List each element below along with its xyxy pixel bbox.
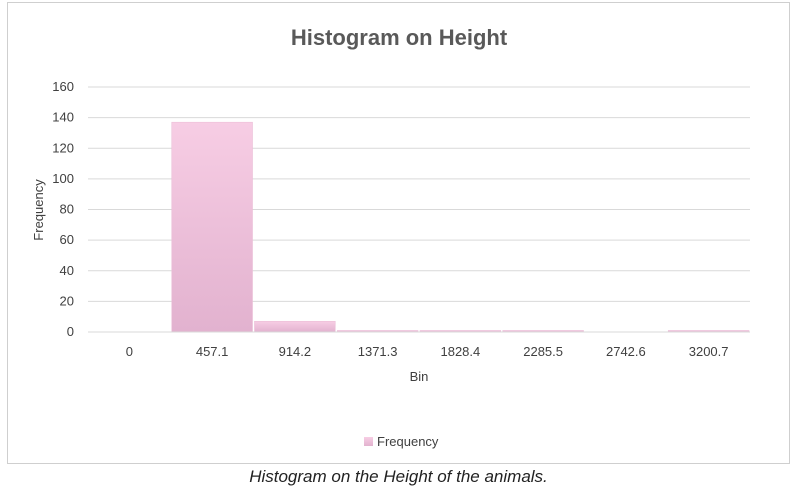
y-tick-label: 120 xyxy=(52,140,74,155)
x-tick-label: 3200.7 xyxy=(689,344,729,359)
bar-457.1 xyxy=(171,121,253,333)
y-tick-label: 0 xyxy=(67,324,74,339)
y-tick-label: 140 xyxy=(52,110,74,125)
y-tick-label: 100 xyxy=(52,171,74,186)
chart-title: Histogram on Height xyxy=(291,25,508,50)
x-tick-label: 1828.4 xyxy=(440,344,480,359)
y-tick-label: 80 xyxy=(60,202,74,217)
y-tick-label: 40 xyxy=(60,263,74,278)
bar-914.2 xyxy=(254,320,336,333)
y-tick-label: 20 xyxy=(60,293,74,308)
histogram-chart: Histogram on Height 0 20 40 60 80 100 120 140 16… xyxy=(31,25,750,449)
legend: Frequency xyxy=(364,434,439,449)
legend-swatch xyxy=(364,437,373,446)
bars xyxy=(171,121,750,333)
x-tick-label: 2742.6 xyxy=(606,344,646,359)
x-axis-ticks: 0 457.1 914.2 1371.3 1828.4 2285.5 2742.6 3200.… xyxy=(126,344,729,359)
x-tick-label: 457.1 xyxy=(196,344,229,359)
y-axis-ticks: 0 20 40 60 80 100 120 140 160 xyxy=(52,79,74,339)
x-tick-label: 0 xyxy=(126,344,133,359)
x-tick-label: 2285.5 xyxy=(523,344,563,359)
x-tick-label: 1371.3 xyxy=(358,344,398,359)
chart-area xyxy=(7,2,790,464)
y-tick-label: 60 xyxy=(60,232,74,247)
y-tick-label: 160 xyxy=(52,79,74,94)
x-tick-label: 914.2 xyxy=(279,344,312,359)
legend-label: Frequency xyxy=(377,434,439,449)
x-axis-title: Bin xyxy=(410,369,429,384)
figure-caption: Histogram on the Height of the animals. xyxy=(249,467,548,486)
y-axis-title: Frequency xyxy=(31,179,46,241)
